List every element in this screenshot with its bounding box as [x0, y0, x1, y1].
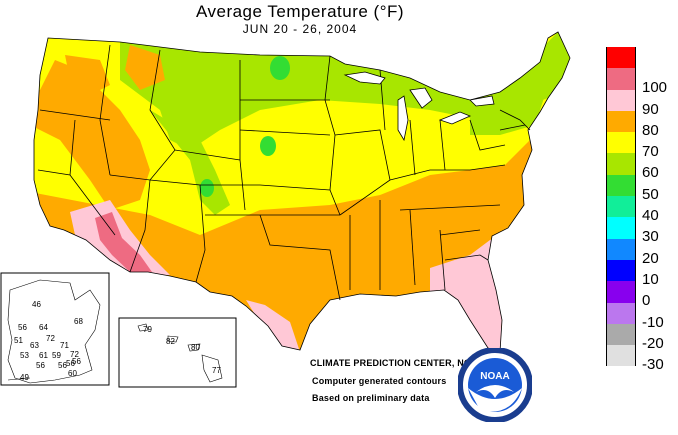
credit-line-2: Based on preliminary data [312, 393, 430, 403]
alaska-value: 72 [46, 334, 55, 343]
legend-swatch [606, 110, 636, 133]
legend-row: 60 [606, 153, 678, 181]
alaska-value: 60 [68, 369, 77, 378]
alaska-value: 56 [18, 323, 27, 332]
legend-label: 30 [642, 228, 659, 246]
legend-swatch [606, 174, 636, 197]
alaska-value: 59 [52, 351, 61, 360]
alaska-value: 56 [66, 359, 75, 368]
credit-center: CLIMATE PREDICTION CENTER, NOAA [310, 358, 485, 368]
legend-swatch [606, 345, 636, 367]
alaska-value: 61 [39, 351, 48, 360]
legend-row: 40 [606, 196, 678, 224]
legend-row: 80 [606, 110, 678, 139]
legend-row: -10 [606, 302, 678, 331]
legend-swatch [606, 196, 636, 218]
legend-swatch [606, 68, 636, 90]
hawaii-value: 79 [143, 325, 152, 334]
legend-label: 80 [642, 121, 659, 139]
alaska-value: 51 [14, 336, 23, 345]
credit-line-1: Computer generated contours [312, 376, 447, 386]
legend-swatch [606, 323, 636, 346]
legend-swatch [606, 238, 636, 260]
legend-row: 10 [606, 259, 678, 288]
legend-label: 50 [642, 185, 659, 203]
legend-swatch [606, 47, 636, 69]
legend-row [606, 47, 678, 69]
hawaii-value: 80 [191, 343, 200, 352]
hawaii-value: 82 [166, 337, 175, 346]
legend-swatch [606, 217, 636, 239]
legend-label: -10 [642, 313, 664, 331]
alaska-value: 63 [30, 341, 39, 350]
legend-row: -30 [606, 345, 678, 373]
hawaii-inset [118, 317, 237, 388]
legend-swatch [606, 281, 636, 303]
legend-label: 0 [642, 292, 651, 310]
alaska-value: 71 [60, 341, 69, 350]
alaska-value: 56 [72, 357, 81, 366]
alaska-value: 49 [20, 373, 29, 382]
legend-label: 70 [642, 143, 659, 161]
legend-swatch [606, 153, 636, 175]
alaska-inset [0, 272, 110, 386]
legend-label: 60 [642, 164, 659, 182]
legend-row: 100 [606, 68, 678, 96]
legend-label: 10 [642, 270, 659, 288]
noaa-logo-text: NOAA [480, 371, 509, 382]
alaska-value: 53 [20, 351, 29, 360]
legend-row: 0 [606, 281, 678, 309]
alaska-value: 68 [74, 317, 83, 326]
legend-swatch [606, 89, 636, 111]
legend-row: 30 [606, 217, 678, 245]
color-legend: 100 90 80 70 60 50 40 30 20 10 0 -10 -20… [606, 47, 678, 373]
legend-swatch [606, 302, 636, 324]
great-lakes [343, 71, 495, 142]
map-subtitle: JUN 20 - 26, 2004 [242, 22, 358, 36]
hawaii-value: 77 [212, 366, 221, 375]
legend-label: -20 [642, 334, 664, 352]
alaska-value: 64 [39, 323, 48, 332]
alaska-value: 56 [58, 361, 67, 370]
alaska-values: 46 56 64 68 51 63 72 53 61 59 72 71 56 5… [14, 300, 83, 382]
alaska-value: 72 [70, 350, 79, 359]
legend-label: -30 [642, 356, 664, 374]
legend-row: 70 [606, 132, 678, 160]
legend-label: 20 [642, 249, 659, 267]
legend-label: 90 [642, 100, 659, 118]
legend-row: -20 [606, 323, 678, 352]
legend-row: 90 [606, 89, 678, 118]
map-title: Average Temperature (°F) [195, 2, 405, 21]
hawaii-values: 79 82 80 77 [143, 325, 221, 375]
noaa-logo: NOAA [458, 348, 532, 422]
legend-swatch [606, 132, 636, 154]
legend-row: 20 [606, 238, 678, 267]
legend-label: 40 [642, 207, 659, 225]
alaska-value: 56 [36, 361, 45, 370]
legend-swatch [606, 259, 636, 282]
legend-row: 50 [606, 174, 678, 203]
legend-label: 100 [642, 79, 668, 97]
alaska-value: 46 [32, 300, 41, 309]
